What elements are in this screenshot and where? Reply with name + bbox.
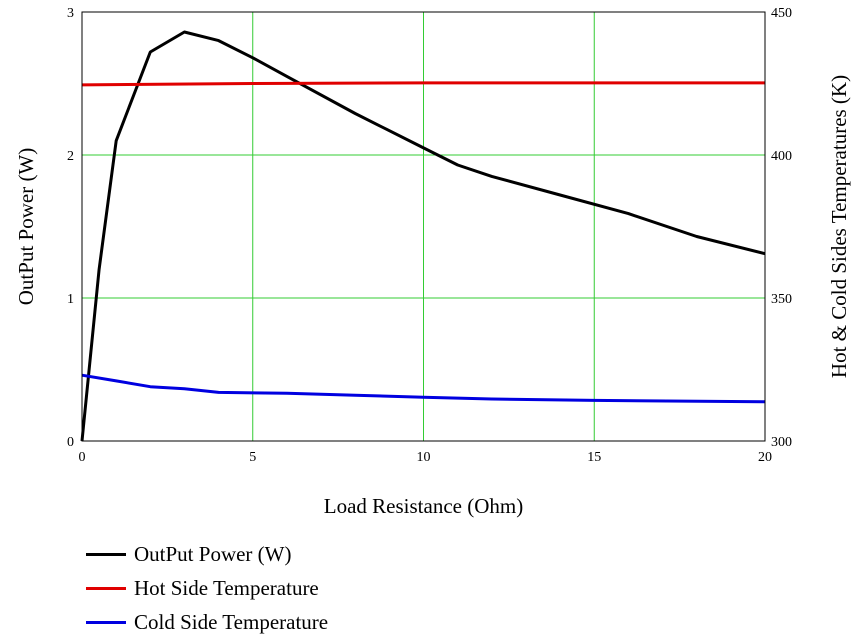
series-line-output-power-w [80, 30, 766, 442]
y-axis-title: OutPut Power (W) [14, 148, 38, 305]
y-tick-label: 3 [67, 6, 74, 21]
legend-label-cold-side: Cold Side Temperature [134, 609, 329, 634]
legend-item-cold-side: Cold Side Temperature [86, 605, 328, 639]
series-line-cold-side-temperature [81, 373, 766, 404]
y2-tick-label: 450 [771, 6, 792, 21]
y-tick-label: 0 [67, 435, 74, 450]
series-line-hot-side-temperature [81, 81, 765, 87]
legend-item-hot-side: Hot Side Temperature [86, 571, 328, 605]
y2-tick-label: 350 [771, 292, 792, 307]
legend-swatch-power [86, 552, 126, 556]
legend-item-power: OutPut Power (W) [86, 537, 328, 571]
x-tick-label: 15 [587, 450, 601, 465]
plot-frame [81, 11, 766, 442]
y2-axis-title: Hot & Cold Sides Temperatures (K) [827, 75, 851, 378]
chart: 0 5 10 15 20 0 1 2 3 300 350 400 450 Load Resistance… [14, 6, 851, 518]
x-tick-label: 0 [79, 450, 86, 465]
legend-swatch-hot-side [86, 586, 126, 590]
series-layer [80, 30, 766, 442]
y2-tick-label: 400 [771, 149, 792, 164]
y-tick-label: 2 [67, 149, 74, 164]
x-tick-label: 5 [249, 450, 256, 465]
tick-labels: 0 5 10 15 20 0 1 2 3 300 350 400 450 [67, 6, 792, 465]
x-axis-title: Load Resistance (Ohm) [324, 494, 523, 518]
y2-tick-label: 300 [771, 435, 792, 450]
legend: OutPut Power (W) Hot Side Temperature Co… [86, 537, 328, 639]
legend-label-power: OutPut Power (W) [134, 541, 292, 566]
legend-label-hot-side: Hot Side Temperature [134, 575, 319, 600]
x-tick-label: 10 [417, 450, 431, 465]
legend-swatch-cold-side [86, 620, 126, 624]
y-tick-label: 1 [67, 292, 74, 307]
x-tick-label: 20 [758, 450, 772, 465]
